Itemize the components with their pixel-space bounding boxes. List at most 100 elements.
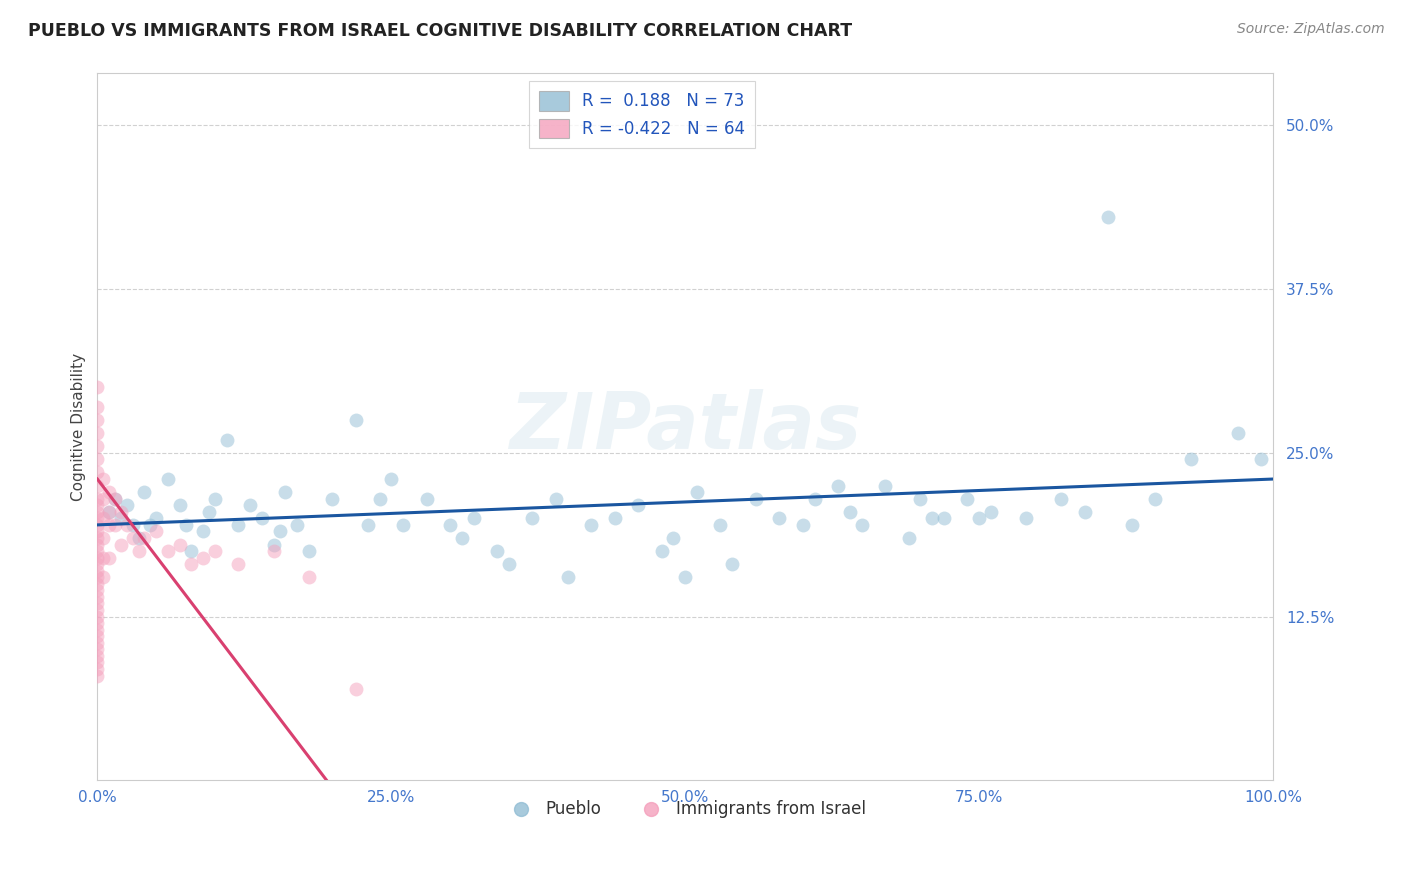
Point bbox=[1250, 452, 1272, 467]
Point bbox=[86, 413, 108, 427]
Point bbox=[180, 544, 202, 558]
Point bbox=[274, 485, 297, 500]
Point bbox=[1121, 517, 1143, 532]
Point bbox=[121, 517, 143, 532]
Point bbox=[285, 517, 308, 532]
Point bbox=[792, 517, 814, 532]
Point bbox=[250, 511, 273, 525]
Point bbox=[98, 517, 121, 532]
Point bbox=[263, 537, 285, 551]
Point bbox=[86, 662, 108, 676]
Point bbox=[86, 524, 108, 539]
Point bbox=[86, 491, 108, 506]
Point bbox=[967, 511, 990, 525]
Point bbox=[1074, 505, 1097, 519]
Point bbox=[827, 478, 849, 492]
Point bbox=[86, 439, 108, 453]
Point bbox=[651, 544, 673, 558]
Text: ZIPatlas: ZIPatlas bbox=[509, 389, 862, 465]
Point bbox=[91, 472, 114, 486]
Point bbox=[86, 609, 108, 624]
Point bbox=[344, 681, 367, 696]
Point bbox=[204, 491, 226, 506]
Point bbox=[86, 426, 108, 441]
Point bbox=[486, 544, 509, 558]
Point bbox=[91, 550, 114, 565]
Point bbox=[932, 511, 955, 525]
Point bbox=[145, 524, 167, 539]
Point bbox=[86, 590, 108, 604]
Point bbox=[86, 550, 108, 565]
Point bbox=[215, 433, 238, 447]
Point bbox=[204, 544, 226, 558]
Point bbox=[463, 511, 485, 525]
Point bbox=[104, 517, 127, 532]
Point bbox=[86, 557, 108, 571]
Point bbox=[745, 491, 768, 506]
Point bbox=[86, 498, 108, 512]
Point bbox=[86, 380, 108, 394]
Point bbox=[86, 623, 108, 637]
Point bbox=[86, 597, 108, 611]
Point bbox=[169, 537, 191, 551]
Point bbox=[263, 544, 285, 558]
Point bbox=[1097, 210, 1119, 224]
Point bbox=[86, 577, 108, 591]
Point bbox=[174, 517, 197, 532]
Point bbox=[86, 642, 108, 657]
Point bbox=[180, 557, 202, 571]
Point bbox=[86, 517, 108, 532]
Point bbox=[169, 498, 191, 512]
Point bbox=[115, 498, 138, 512]
Point bbox=[86, 478, 108, 492]
Point bbox=[110, 537, 132, 551]
Point bbox=[851, 517, 873, 532]
Point bbox=[344, 413, 367, 427]
Point bbox=[392, 517, 415, 532]
Point bbox=[415, 491, 437, 506]
Point bbox=[910, 491, 932, 506]
Point bbox=[128, 544, 150, 558]
Point bbox=[321, 491, 343, 506]
Point bbox=[298, 570, 321, 584]
Point bbox=[709, 517, 731, 532]
Point bbox=[86, 636, 108, 650]
Point bbox=[1050, 491, 1073, 506]
Point bbox=[439, 517, 461, 532]
Point bbox=[86, 400, 108, 414]
Point bbox=[875, 478, 897, 492]
Point bbox=[897, 531, 920, 545]
Point bbox=[228, 517, 250, 532]
Point bbox=[115, 517, 138, 532]
Point bbox=[86, 564, 108, 578]
Point bbox=[838, 505, 860, 519]
Point bbox=[357, 517, 380, 532]
Point bbox=[86, 648, 108, 663]
Point bbox=[198, 505, 221, 519]
Point bbox=[98, 505, 121, 519]
Point bbox=[191, 524, 214, 539]
Point bbox=[1180, 452, 1202, 467]
Point bbox=[98, 485, 121, 500]
Point bbox=[686, 485, 709, 500]
Point bbox=[86, 452, 108, 467]
Point bbox=[1144, 491, 1167, 506]
Point bbox=[239, 498, 262, 512]
Point bbox=[1226, 426, 1249, 441]
Point bbox=[98, 505, 121, 519]
Point bbox=[86, 537, 108, 551]
Point bbox=[368, 491, 391, 506]
Point bbox=[86, 668, 108, 682]
Point bbox=[91, 491, 114, 506]
Legend: Pueblo, Immigrants from Israel: Pueblo, Immigrants from Israel bbox=[498, 794, 873, 825]
Point bbox=[603, 511, 626, 525]
Point bbox=[803, 491, 825, 506]
Point bbox=[1015, 511, 1038, 525]
Point bbox=[86, 466, 108, 480]
Point bbox=[557, 570, 579, 584]
Point bbox=[104, 491, 127, 506]
Text: PUEBLO VS IMMIGRANTS FROM ISRAEL COGNITIVE DISABILITY CORRELATION CHART: PUEBLO VS IMMIGRANTS FROM ISRAEL COGNITI… bbox=[28, 22, 852, 40]
Point bbox=[128, 531, 150, 545]
Point bbox=[86, 603, 108, 617]
Point bbox=[110, 505, 132, 519]
